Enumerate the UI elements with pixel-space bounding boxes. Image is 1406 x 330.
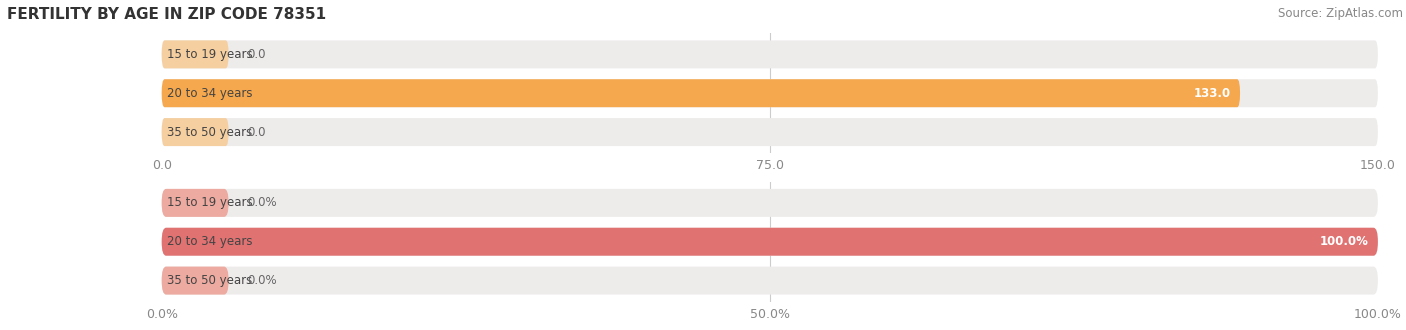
FancyBboxPatch shape [162, 40, 229, 68]
FancyBboxPatch shape [162, 189, 1378, 217]
Text: 20 to 34 years: 20 to 34 years [166, 87, 252, 100]
Text: Source: ZipAtlas.com: Source: ZipAtlas.com [1278, 7, 1403, 19]
Text: 20 to 34 years: 20 to 34 years [166, 235, 252, 248]
Text: FERTILITY BY AGE IN ZIP CODE 78351: FERTILITY BY AGE IN ZIP CODE 78351 [7, 7, 326, 21]
FancyBboxPatch shape [162, 40, 1378, 68]
FancyBboxPatch shape [162, 79, 1240, 107]
FancyBboxPatch shape [162, 228, 1378, 256]
FancyBboxPatch shape [162, 118, 1378, 146]
Text: 100.0%: 100.0% [1319, 235, 1368, 248]
Text: 0.0: 0.0 [247, 48, 266, 61]
Text: 0.0%: 0.0% [247, 196, 277, 209]
FancyBboxPatch shape [162, 267, 1378, 295]
FancyBboxPatch shape [162, 189, 229, 217]
Text: 15 to 19 years: 15 to 19 years [166, 48, 252, 61]
Text: 35 to 50 years: 35 to 50 years [166, 274, 252, 287]
Text: 0.0: 0.0 [247, 126, 266, 139]
FancyBboxPatch shape [162, 118, 229, 146]
FancyBboxPatch shape [162, 228, 1378, 256]
FancyBboxPatch shape [162, 267, 229, 295]
FancyBboxPatch shape [162, 79, 1378, 107]
Text: 15 to 19 years: 15 to 19 years [166, 196, 252, 209]
Text: 0.0%: 0.0% [247, 274, 277, 287]
Text: 35 to 50 years: 35 to 50 years [166, 126, 252, 139]
Text: 133.0: 133.0 [1194, 87, 1230, 100]
